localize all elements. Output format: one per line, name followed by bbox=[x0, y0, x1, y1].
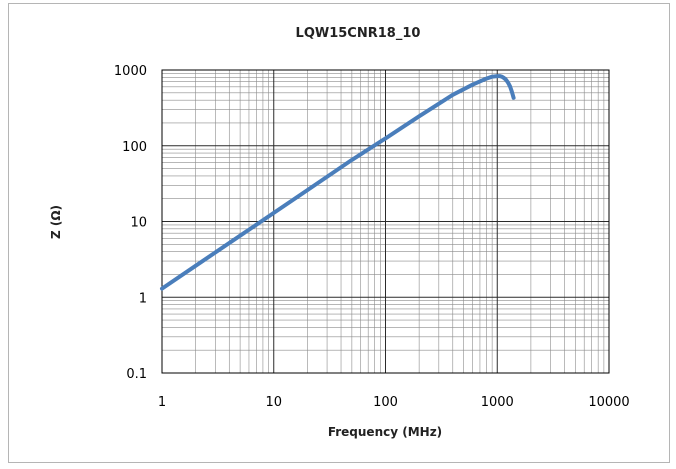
chart-title: LQW15CNR18_10 bbox=[296, 26, 421, 41]
x-axis-title: Frequency (MHz) bbox=[328, 425, 442, 439]
impedance-series-line bbox=[160, 74, 516, 291]
y-tick-label: 0.1 bbox=[126, 367, 147, 382]
x-tick-label: 10000 bbox=[588, 395, 629, 410]
x-tick-label: 10 bbox=[265, 395, 282, 410]
y-tick-label: 100 bbox=[122, 140, 147, 155]
series-group bbox=[160, 74, 516, 291]
y-tick-label: 1000 bbox=[114, 64, 147, 79]
major-gridlines bbox=[162, 70, 609, 373]
x-tick-label: 1 bbox=[158, 395, 166, 410]
x-tick-label: 100 bbox=[373, 395, 398, 410]
y-axis-tick-labels: 0.1 1 10 100 1000 bbox=[114, 64, 147, 382]
plot-area-border bbox=[161, 69, 610, 374]
y-tick-label: 1 bbox=[139, 291, 147, 306]
y-axis-title: Z (Ω) bbox=[49, 205, 63, 239]
y-tick-label: 10 bbox=[130, 216, 147, 231]
x-tick-label: 1000 bbox=[481, 395, 514, 410]
x-axis-tick-labels: 1 10 100 1000 10000 bbox=[158, 395, 630, 410]
